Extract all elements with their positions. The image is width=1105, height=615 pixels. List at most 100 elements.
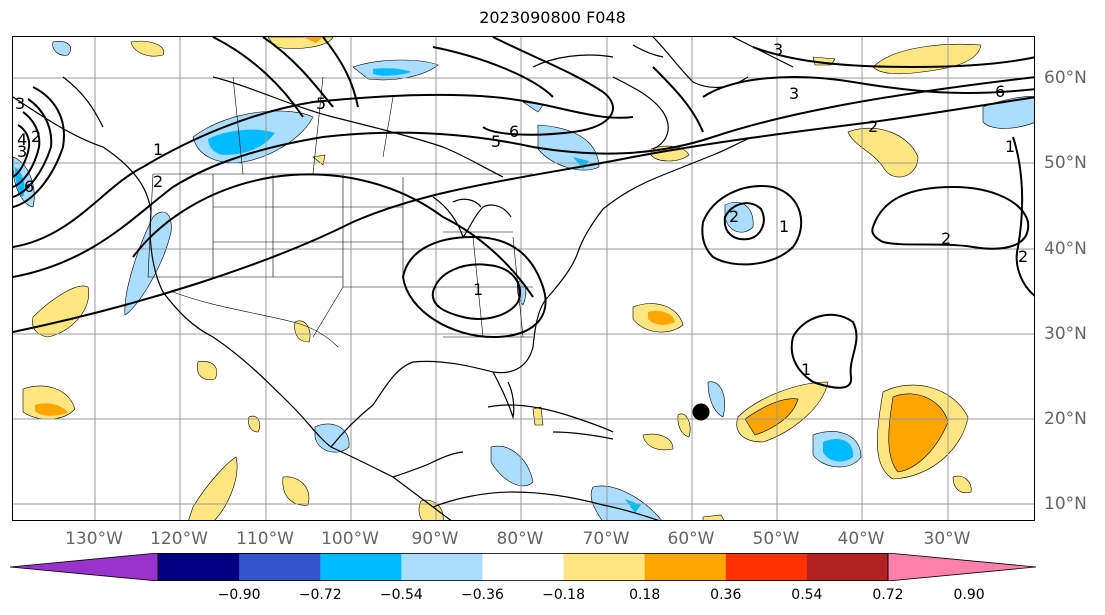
longitude-label: 60°W xyxy=(667,529,715,549)
shade-positive-region xyxy=(872,43,982,75)
contour-label: 6 xyxy=(995,82,1005,101)
longitude-label: 30°W xyxy=(923,529,971,549)
contour-label: 2 xyxy=(941,229,951,248)
contour-label: 4 xyxy=(17,130,27,149)
contour-label: 1 xyxy=(779,217,789,236)
shade-negative-region xyxy=(124,211,172,316)
colorbar-segment xyxy=(482,553,565,581)
shade-positive-region xyxy=(744,398,799,436)
colorbar-extend-high xyxy=(888,553,1036,581)
contour-label: 6 xyxy=(509,122,519,141)
longitude-label: 110°W xyxy=(236,529,294,549)
shade-positive-region xyxy=(35,403,68,416)
colorbar-segment xyxy=(725,553,808,581)
contour-label: 2 xyxy=(729,207,739,226)
shade-negative-region xyxy=(52,41,72,56)
shade-positive-region xyxy=(303,37,323,43)
contour-label: 2 xyxy=(153,172,163,191)
shaded-anomaly-layer xyxy=(13,37,1034,520)
contour-label: 5 xyxy=(491,132,501,151)
colorbar-tick-label: 0.36 xyxy=(710,587,742,603)
shade-positive-region xyxy=(847,127,919,178)
shade-negative-region xyxy=(314,423,350,453)
longitude-label: 40°W xyxy=(837,529,885,549)
contour-label-layer: 1 2 3 4 5 6 1 2 3 5 6 2 1 2 1 2 2 1 6 3 … xyxy=(15,40,1028,379)
colorbar-segment xyxy=(401,553,483,581)
contour-label: 1 xyxy=(153,140,163,159)
colorbar-tick-label: 0.54 xyxy=(791,587,823,603)
coastlines xyxy=(13,37,794,520)
colorbar xyxy=(10,553,1036,581)
shade-negative-region xyxy=(625,499,641,513)
shade-positive-region xyxy=(130,40,165,57)
colorbar-tick-label: 0.72 xyxy=(872,587,904,603)
colorbar-tick-label: −0.54 xyxy=(379,587,423,603)
colorbar-segment xyxy=(320,553,402,581)
contour-lines xyxy=(13,37,1034,389)
colorbar-segment xyxy=(563,553,646,581)
shade-negative-region xyxy=(537,124,600,171)
shade-negative-region xyxy=(982,96,1034,129)
shade-positive-region xyxy=(282,476,310,506)
map-panel: 1 2 3 4 5 6 1 2 3 5 6 2 1 2 1 2 2 1 6 3 … xyxy=(12,36,1035,521)
political-borders xyxy=(147,76,533,348)
colorbar-tick-label: −0.90 xyxy=(217,587,261,603)
shade-negative-region xyxy=(823,438,854,462)
shade-positive-region xyxy=(642,433,674,451)
colorbar-tick-label: −0.18 xyxy=(542,587,585,603)
longitude-label: 50°W xyxy=(752,529,800,549)
shade-positive-region xyxy=(248,415,261,433)
colorbar-segment xyxy=(158,553,240,581)
storm-center-marker xyxy=(692,403,710,421)
longitude-label: 120°W xyxy=(150,529,208,549)
longitude-label: 70°W xyxy=(582,529,630,549)
latitude-label: 50°N xyxy=(1044,153,1087,173)
contour-label: 2 xyxy=(868,117,878,136)
colorbar-segment xyxy=(644,553,727,581)
map-svg: 1 2 3 4 5 6 1 2 3 5 6 2 1 2 1 2 2 1 6 3 … xyxy=(13,37,1034,520)
shade-positive-region xyxy=(677,413,691,438)
shade-positive-region xyxy=(888,393,949,473)
latitude-label: 20°N xyxy=(1044,409,1087,429)
colorbar-segments xyxy=(10,553,1036,581)
colorbar-tick-label: 0.90 xyxy=(953,587,985,603)
colorbar-tick-label: −0.36 xyxy=(460,587,504,603)
contour-label: 2 xyxy=(31,127,41,146)
shade-positive-region xyxy=(294,320,311,343)
colorbar-segment xyxy=(239,553,321,581)
shade-negative-region xyxy=(490,445,534,487)
shade-negative-region xyxy=(373,68,411,76)
colorbar-extend-low xyxy=(10,553,158,581)
shade-positive-region xyxy=(532,406,544,426)
longitude-label: 130°W xyxy=(65,529,123,549)
longitude-label: 80°W xyxy=(496,529,544,549)
contour-label: 6 xyxy=(24,177,34,196)
shade-positive-region xyxy=(702,514,725,520)
longitude-label: 90°W xyxy=(411,529,459,549)
shade-negative-region xyxy=(208,129,275,155)
contour-label: 5 xyxy=(316,94,326,113)
colorbar-segment xyxy=(806,553,889,581)
contour-label: 3 xyxy=(15,94,25,113)
longitude-label: 100°W xyxy=(321,529,379,549)
latitude-label: 10°N xyxy=(1044,494,1087,514)
contour-label: 3 xyxy=(773,40,783,59)
colorbar-tick-label: 0.18 xyxy=(629,587,661,603)
map-title: 2023090800 F048 xyxy=(479,8,626,27)
shade-negative-region xyxy=(590,485,662,520)
shade-positive-region xyxy=(32,285,90,338)
shade-positive-region xyxy=(648,311,675,325)
shade-positive-region xyxy=(188,456,238,520)
latitude-label: 40°N xyxy=(1044,239,1087,259)
shade-positive-region xyxy=(197,361,218,380)
contour-label: 1 xyxy=(801,360,811,379)
contour-label: 1 xyxy=(473,280,483,299)
shade-negative-region xyxy=(707,381,725,418)
contour-label: 1 xyxy=(1005,137,1015,156)
shade-negative-region xyxy=(724,201,754,233)
latitude-label: 60°N xyxy=(1044,68,1087,88)
contour-label: 3 xyxy=(789,84,799,103)
shade-positive-region xyxy=(952,475,972,494)
latitude-label: 30°N xyxy=(1044,324,1087,344)
contour-label: 2 xyxy=(1018,247,1028,266)
